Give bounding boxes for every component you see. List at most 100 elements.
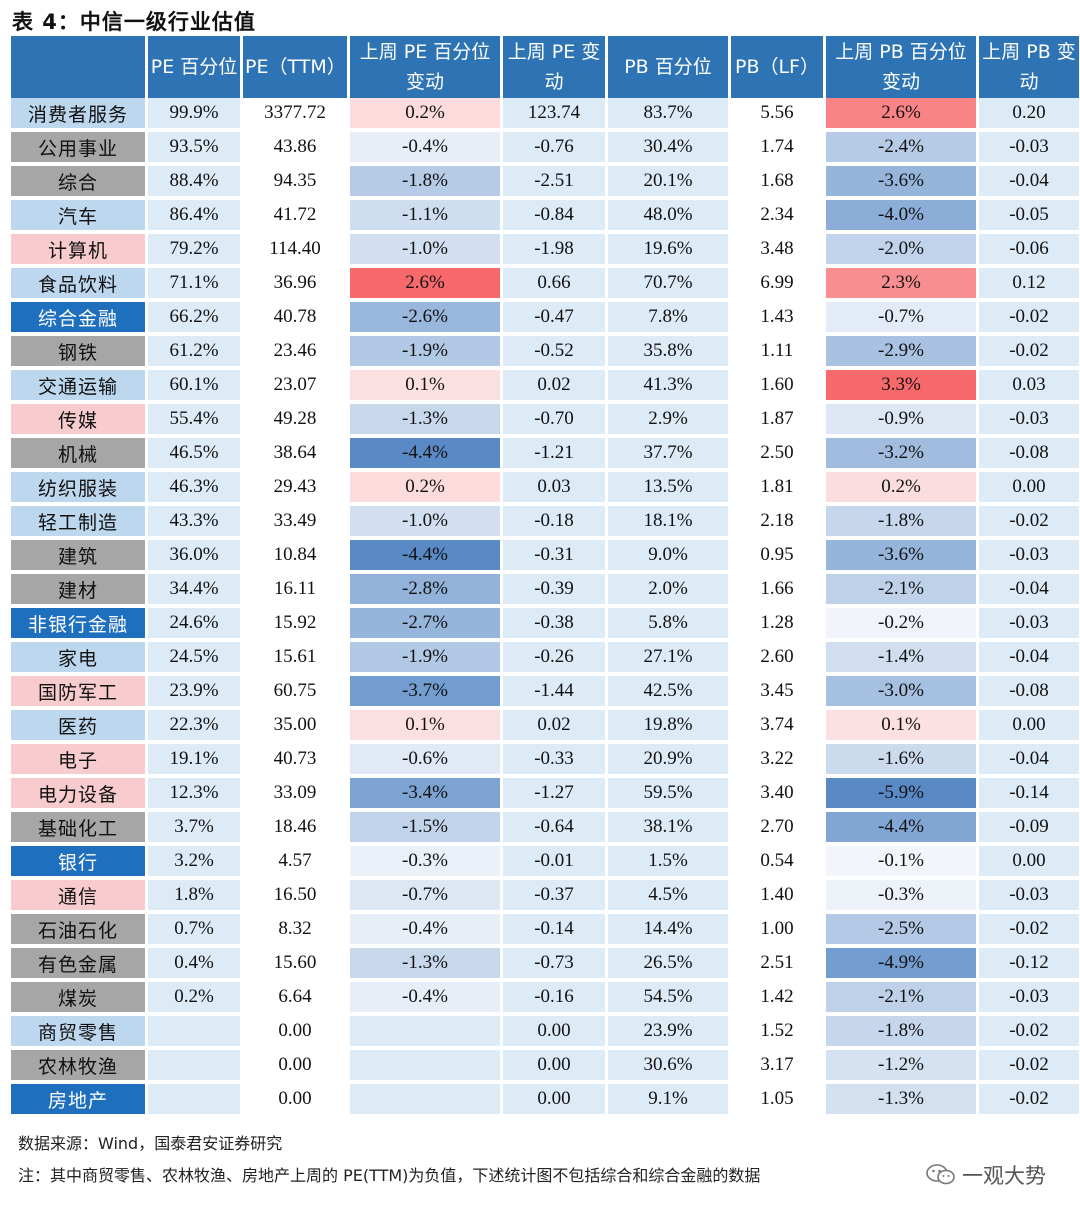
pe-percentile-cell: 23.9%: [148, 676, 240, 710]
pe-percentile-cell: 24.6%: [148, 608, 240, 642]
pe-percentile-cell: 46.3%: [148, 472, 240, 506]
table-row: 电力设备 12.3% 33.09 -3.4% -1.27 59.5% 3.40 -5.9% -0…: [11, 778, 1079, 812]
pb-change-cell: -0.04: [979, 744, 1079, 778]
pe-percentile-cell: 0.7%: [148, 914, 240, 948]
industry-name: 传媒: [11, 404, 145, 438]
pe-change-cell: -1.21: [503, 438, 605, 472]
pe-change-cell: -1.98: [503, 234, 605, 268]
pe-change-cell: -0.64: [503, 812, 605, 846]
pb-percentile-cell: 19.8%: [608, 710, 728, 744]
pb-percentile-cell: 70.7%: [608, 268, 728, 302]
pe-ttm-cell: 33.09: [243, 778, 347, 812]
table-row: 石油石化 0.7% 8.32 -0.4% -0.14 14.4% 1.00 -2.5% -0.0…: [11, 914, 1079, 948]
pb-change-cell: -0.04: [979, 642, 1079, 676]
table-row: 银行 3.2% 4.57 -0.3% -0.01 1.5% 0.54 -0.1% 0.00: [11, 846, 1079, 880]
pe-percentile-change-cell: -0.6%: [350, 744, 500, 778]
watermark-text: 一观大势: [962, 1164, 1046, 1188]
pb-percentile-cell: 30.4%: [608, 132, 728, 166]
pe-ttm-cell: 4.57: [243, 846, 347, 880]
pb-percentile-cell: 48.0%: [608, 200, 728, 234]
industry-name: 商贸零售: [11, 1016, 145, 1050]
pe-percentile-cell: 99.9%: [148, 98, 240, 132]
pe-percentile-change-cell: -2.7%: [350, 608, 500, 642]
pe-percentile-change-cell: -2.6%: [350, 302, 500, 336]
pe-ttm-cell: 38.64: [243, 438, 347, 472]
pe-percentile-change-cell: -1.3%: [350, 404, 500, 438]
pb-lf-cell: 1.11: [731, 336, 823, 370]
pb-percentile-cell: 30.6%: [608, 1050, 728, 1084]
pb-percentile-change-cell: -0.2%: [826, 608, 976, 642]
industry-name: 计算机: [11, 234, 145, 268]
pb-change-cell: 0.03: [979, 370, 1079, 404]
pb-percentile-cell: 2.9%: [608, 404, 728, 438]
pe-ttm-cell: 40.73: [243, 744, 347, 778]
pe-percentile-cell: 1.8%: [148, 880, 240, 914]
pe-ttm-cell: 40.78: [243, 302, 347, 336]
pb-lf-cell: 0.95: [731, 540, 823, 574]
industry-name: 基础化工: [11, 812, 145, 846]
pb-percentile-change-cell: -2.1%: [826, 574, 976, 608]
pb-percentile-change-cell: -3.2%: [826, 438, 976, 472]
pb-percentile-cell: 41.3%: [608, 370, 728, 404]
pb-change-cell: -0.02: [979, 336, 1079, 370]
pb-change-cell: -0.02: [979, 506, 1079, 540]
pe-ttm-cell: 43.86: [243, 132, 347, 166]
industry-name: 非银行金融: [11, 608, 145, 642]
pe-percentile-change-cell: -0.4%: [350, 914, 500, 948]
pe-percentile-cell: 88.4%: [148, 166, 240, 200]
pe-change-cell: 0.00: [503, 1016, 605, 1050]
pe-percentile-cell: 0.2%: [148, 982, 240, 1016]
footnote: 注：其中商贸零售、农林牧渔、房地产上周的 PE(TTM)为负值，下述统计图不包括…: [18, 1166, 761, 1185]
industry-name: 家电: [11, 642, 145, 676]
pb-percentile-change-cell: -3.0%: [826, 676, 976, 710]
table-row: 电子 19.1% 40.73 -0.6% -0.33 20.9% 3.22 -1.6% -0.0…: [11, 744, 1079, 778]
pe-percentile-cell: 46.5%: [148, 438, 240, 472]
pb-percentile-change-cell: -0.7%: [826, 302, 976, 336]
pb-percentile-change-cell: -4.9%: [826, 948, 976, 982]
header-pe-ttm: PE（TTM）: [243, 36, 347, 98]
pe-percentile-cell: 66.2%: [148, 302, 240, 336]
pe-change-cell: -0.31: [503, 540, 605, 574]
pe-change-cell: 123.74: [503, 98, 605, 132]
pb-change-cell: -0.05: [979, 200, 1079, 234]
industry-name: 综合金融: [11, 302, 145, 336]
pe-percentile-change-cell: -1.3%: [350, 948, 500, 982]
pb-percentile-change-cell: -3.6%: [826, 540, 976, 574]
industry-name: 电子: [11, 744, 145, 778]
pb-percentile-change-cell: -2.5%: [826, 914, 976, 948]
pe-ttm-cell: 15.61: [243, 642, 347, 676]
industry-name: 交通运输: [11, 370, 145, 404]
pe-percentile-change-cell: [350, 1084, 500, 1118]
pe-percentile-change-cell: -1.9%: [350, 642, 500, 676]
table-row: 农林牧渔 0.00 0.00 30.6% 3.17 -1.2% -0.02: [11, 1050, 1079, 1084]
pb-lf-cell: 1.60: [731, 370, 823, 404]
pb-percentile-change-cell: 3.3%: [826, 370, 976, 404]
pe-percentile-change-cell: -0.4%: [350, 132, 500, 166]
pe-ttm-cell: 3377.72: [243, 98, 347, 132]
industry-name: 建材: [11, 574, 145, 608]
pb-percentile-change-cell: -2.4%: [826, 132, 976, 166]
pe-percentile-cell: 43.3%: [148, 506, 240, 540]
pe-change-cell: -2.51: [503, 166, 605, 200]
pe-percentile-cell: 19.1%: [148, 744, 240, 778]
table-row: 公用事业 93.5% 43.86 -0.4% -0.76 30.4% 1.74 -2.4% -0…: [11, 132, 1079, 166]
pe-change-cell: -0.76: [503, 132, 605, 166]
table-row: 综合金融 66.2% 40.78 -2.6% -0.47 7.8% 1.43 -0.7% -0.…: [11, 302, 1079, 336]
pe-percentile-cell: 22.3%: [148, 710, 240, 744]
table-row: 商贸零售 0.00 0.00 23.9% 1.52 -1.8% -0.02: [11, 1016, 1079, 1050]
pb-percentile-cell: 20.9%: [608, 744, 728, 778]
header-pe-percentile: PE 百分位: [148, 36, 240, 98]
industry-name: 综合: [11, 166, 145, 200]
pb-lf-cell: 1.81: [731, 472, 823, 506]
pe-change-cell: -0.52: [503, 336, 605, 370]
pe-change-cell: -0.01: [503, 846, 605, 880]
industry-name: 建筑: [11, 540, 145, 574]
pe-percentile-change-cell: -1.0%: [350, 234, 500, 268]
table-row: 消费者服务 99.9% 3377.72 0.2% 123.74 83.7% 5.56 2.6%…: [11, 98, 1079, 132]
pb-percentile-cell: 7.8%: [608, 302, 728, 336]
pe-percentile-change-cell: 0.1%: [350, 370, 500, 404]
pb-change-cell: -0.03: [979, 880, 1079, 914]
table-row: 医药 22.3% 35.00 0.1% 0.02 19.8% 3.74 0.1% 0.00: [11, 710, 1079, 744]
pb-percentile-cell: 59.5%: [608, 778, 728, 812]
pb-percentile-cell: 20.1%: [608, 166, 728, 200]
